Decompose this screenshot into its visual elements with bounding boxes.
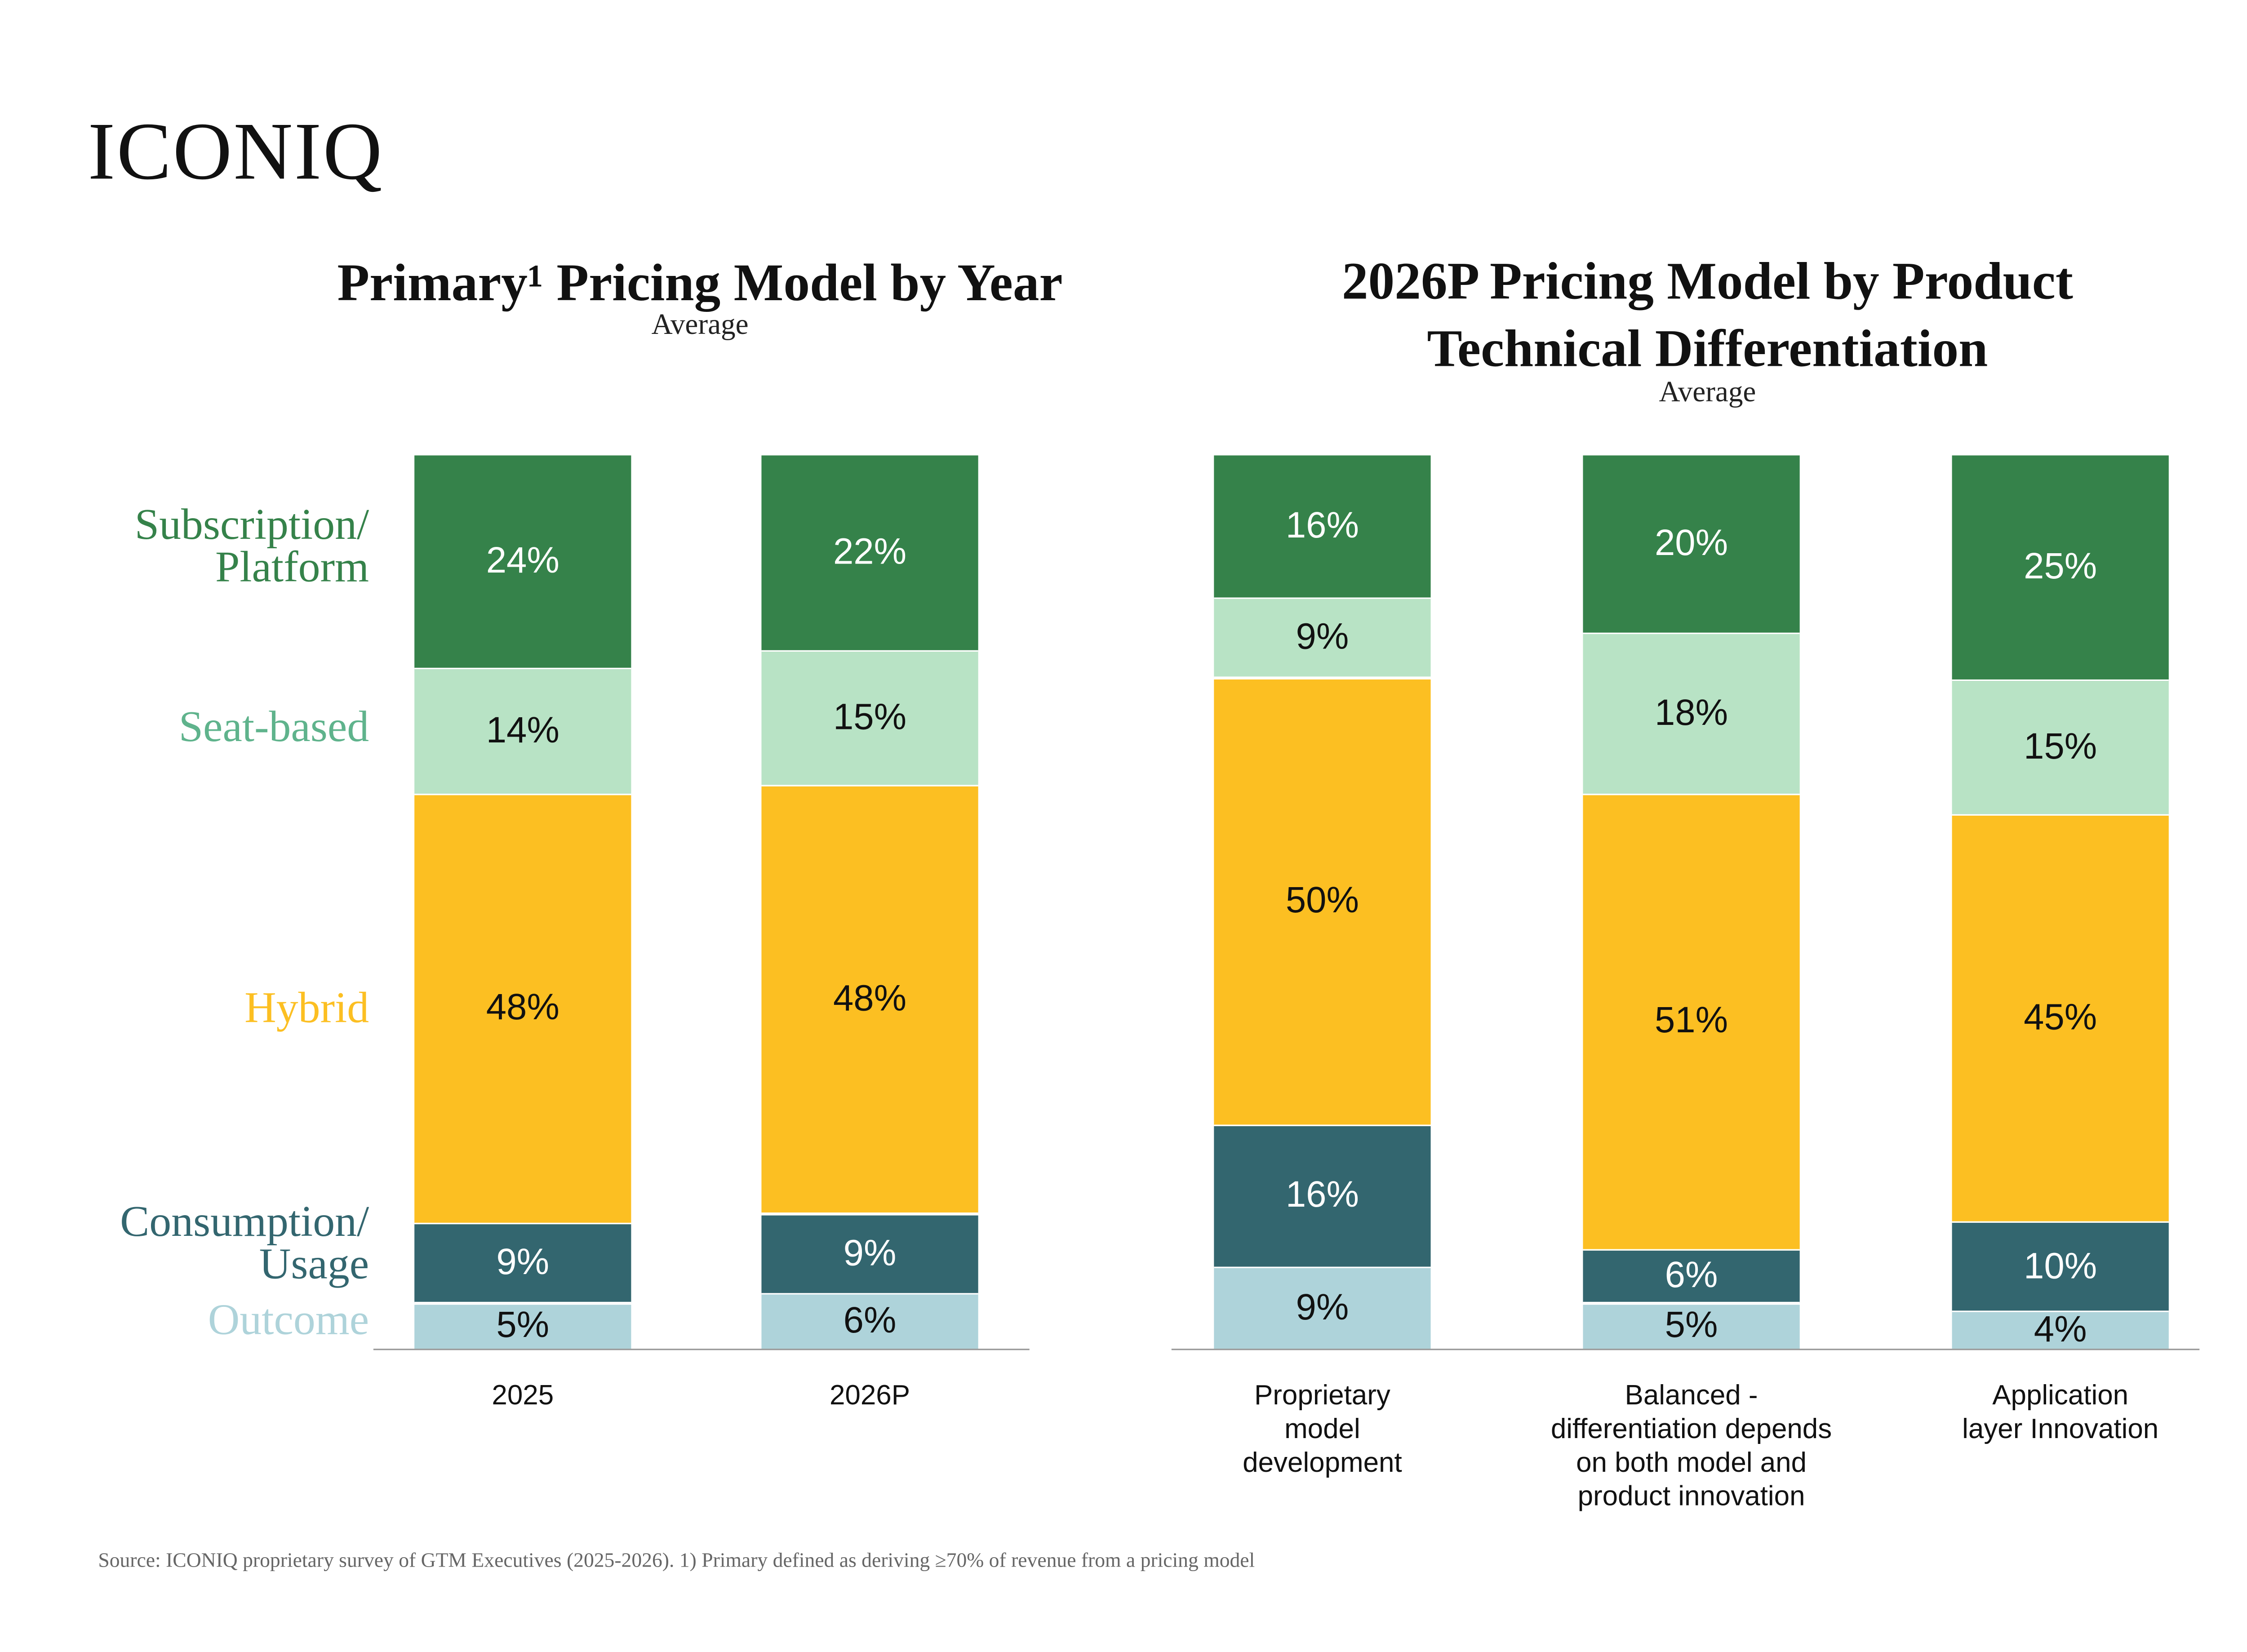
data-label: 6%: [1665, 1255, 1718, 1297]
data-label: 9%: [843, 1233, 897, 1274]
data-label: 15%: [833, 697, 907, 738]
x-tick-label-line: Balanced -: [1625, 1381, 1758, 1412]
x-tick-label: 2025: [347, 1380, 698, 1413]
bar-segment-consumption-usage: 16%: [1214, 1125, 1431, 1269]
data-label: 48%: [833, 978, 907, 1020]
bar-segment-seat-based: 9%: [1214, 598, 1431, 679]
bar-segment-outcome: 6%: [761, 1295, 978, 1349]
data-label: 4%: [2034, 1309, 2087, 1350]
bar-segment-outcome: 4%: [1952, 1309, 2169, 1350]
right-chart-baseline: [1171, 1349, 2200, 1350]
x-tick-label-line: model: [1284, 1414, 1360, 1446]
data-label: 14%: [486, 710, 560, 751]
data-label: 9%: [496, 1242, 550, 1283]
data-label: 50%: [1285, 880, 1359, 921]
bar-segment-subscription-platform: 22%: [761, 455, 978, 652]
x-tick-label: Proprietary model development: [1146, 1380, 1498, 1481]
x-tick-label-line: layer Innovation: [1962, 1414, 2159, 1446]
data-label: 15%: [2024, 726, 2097, 768]
legend-seat-based: Seat-based: [178, 703, 369, 751]
legend-subscription-platform: Subscription/Platform: [134, 501, 369, 592]
bar-segment-consumption-usage: 9%: [761, 1214, 978, 1295]
bar-segment-subscription-platform: 25%: [1952, 455, 2169, 681]
bar-segment-hybrid: 51%: [1583, 795, 1800, 1251]
x-tick-label: Balanced - differentiation depends on both…: [1516, 1380, 1867, 1514]
bar-segment-subscription-platform: 20%: [1583, 455, 1800, 634]
data-label: 5%: [496, 1305, 550, 1346]
data-label: 45%: [2024, 997, 2097, 1039]
x-tick-label-line: Proprietary: [1254, 1381, 1390, 1412]
data-label: 16%: [1285, 1175, 1359, 1216]
bar-segment-consumption-usage: 9%: [414, 1223, 631, 1304]
right-chart-title-line2: Technical Differentiation: [1427, 319, 1988, 378]
bar-segment-seat-based: 18%: [1583, 634, 1800, 795]
bar-segment-subscription-platform: 16%: [1214, 455, 1431, 599]
left-chart-subtitle: Average: [651, 309, 749, 342]
bar-segment-subscription-platform: 24%: [414, 455, 631, 670]
data-label: 16%: [1285, 505, 1359, 546]
source-footnote: Source: ICONIQ proprietary survey of GTM…: [98, 1550, 1255, 1573]
bar-segment-hybrid: 48%: [761, 786, 978, 1215]
data-label: 20%: [1655, 523, 1728, 564]
data-label: 6%: [843, 1301, 897, 1342]
right-chart-title-line1: 2026P Pricing Model by Product: [1341, 252, 2073, 311]
bar-segment-hybrid: 45%: [1952, 816, 2169, 1222]
legend-outcome: Outcome: [208, 1296, 369, 1345]
x-tick-label-line: 2026P: [829, 1381, 910, 1412]
bar-segment-hybrid: 48%: [414, 795, 631, 1224]
x-tick-label-line: Application: [1992, 1381, 2129, 1412]
data-label: 22%: [833, 532, 907, 573]
x-tick-label: Application layer Innovation: [1885, 1380, 2236, 1447]
bar-segment-consumption-usage: 10%: [1952, 1222, 2169, 1313]
x-tick-label-line: 2025: [492, 1381, 554, 1412]
bar-segment-outcome: 9%: [1214, 1268, 1431, 1349]
data-label: 51%: [1655, 1000, 1728, 1042]
bar-segment-outcome: 5%: [1583, 1304, 1800, 1349]
x-tick-label: 2026P: [694, 1380, 1046, 1413]
right-chart-subtitle: Average: [1659, 376, 1756, 409]
bar-segment-seat-based: 15%: [761, 652, 978, 786]
x-tick-label-line: differentiation depends: [1550, 1414, 1832, 1446]
data-label: 5%: [1665, 1305, 1718, 1346]
left-chart-title: Primary¹ Pricing Model by Year: [337, 253, 1063, 312]
data-label: 48%: [486, 987, 560, 1029]
data-label: 10%: [2024, 1245, 2097, 1287]
data-label: 24%: [486, 540, 560, 582]
data-label: 25%: [2024, 546, 2097, 587]
bar-segment-outcome: 5%: [414, 1304, 631, 1349]
data-label: 9%: [1296, 1287, 1349, 1328]
data-label: 18%: [1655, 692, 1728, 734]
x-tick-label-line: on both model and: [1576, 1448, 1807, 1479]
left-chart-baseline: [373, 1349, 1030, 1350]
x-tick-label-line: product innovation: [1577, 1482, 1805, 1513]
bar-segment-consumption-usage: 6%: [1583, 1250, 1800, 1304]
bar-segment-seat-based: 14%: [414, 670, 631, 795]
bar-segment-seat-based: 15%: [1952, 681, 2169, 817]
bar-segment-hybrid: 50%: [1214, 679, 1431, 1126]
data-label: 9%: [1296, 616, 1349, 658]
legend-consumption-usage: Consumption/Usage: [120, 1198, 369, 1289]
iconiq-logo: ICONIQ: [88, 107, 384, 198]
legend-hybrid: Hybrid: [244, 984, 369, 1033]
x-tick-label-line: development: [1243, 1448, 1402, 1479]
